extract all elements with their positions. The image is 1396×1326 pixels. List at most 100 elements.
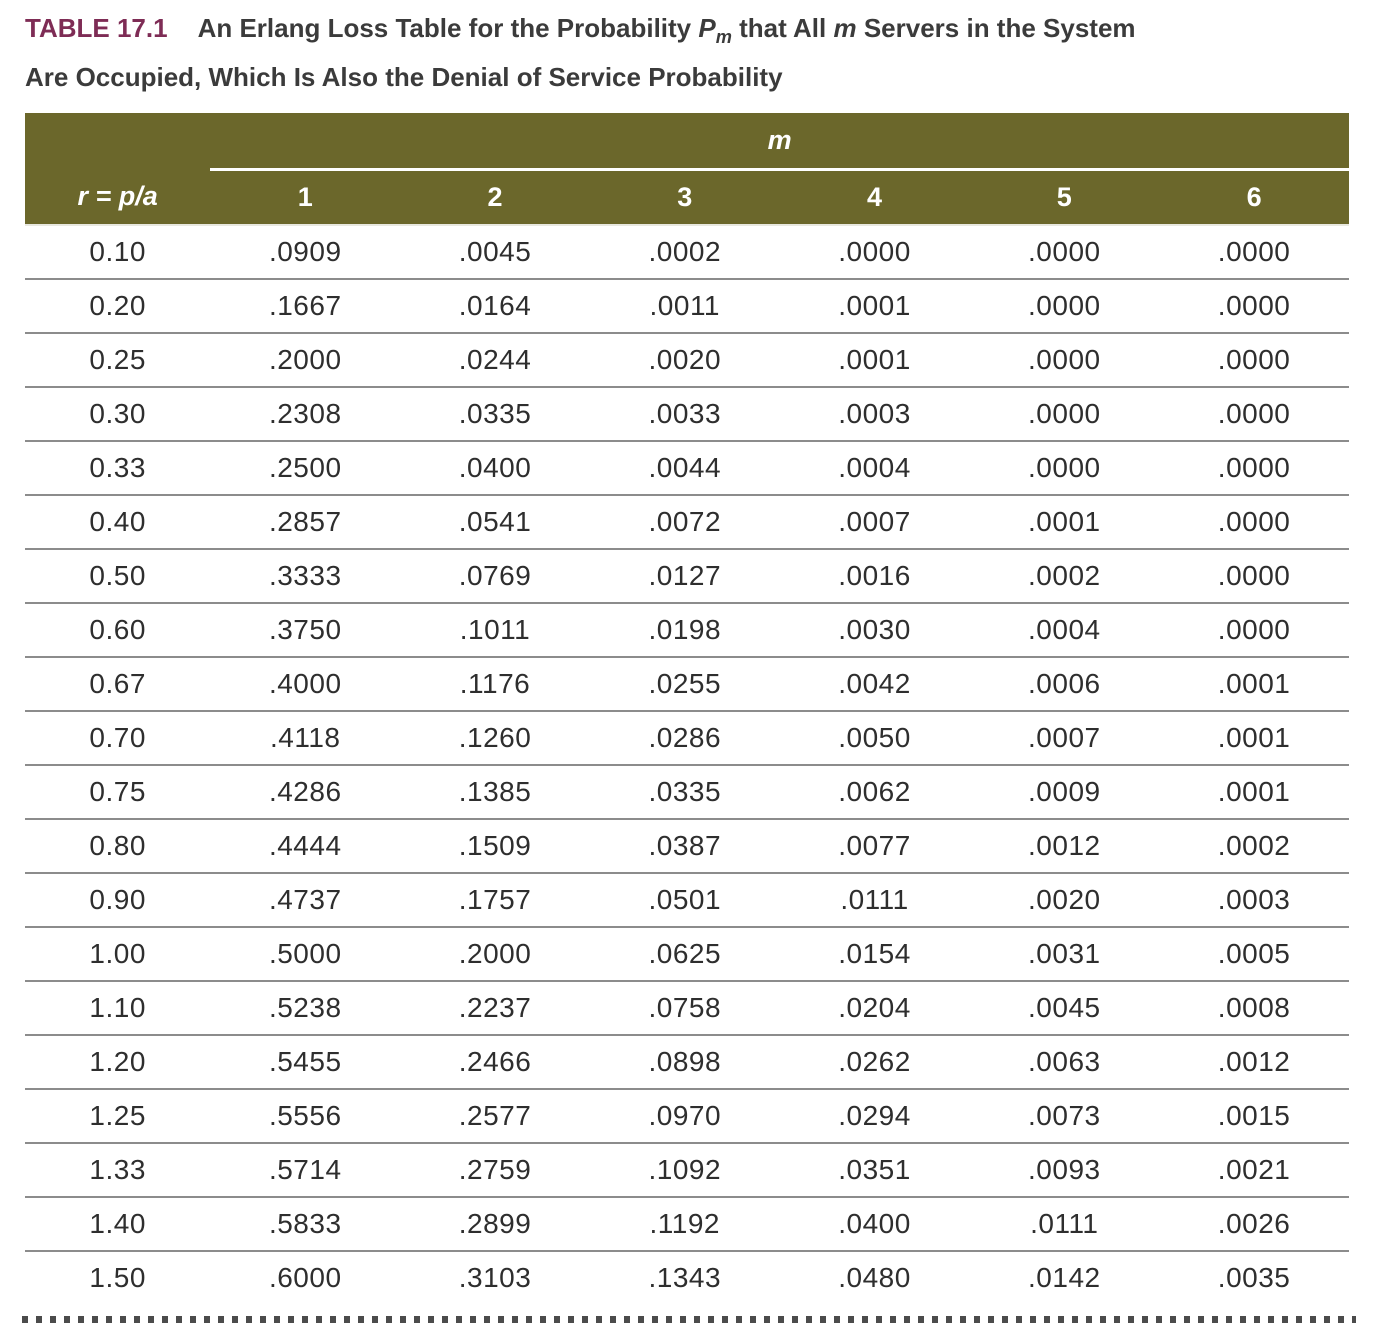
table-row: 0.60.3750.1011.0198.0030.0004.0000 [25,603,1349,659]
probability-cell: .0909 [210,225,401,281]
probability-cell: .0009 [969,765,1160,821]
p-symbol: P [698,13,716,43]
table-row: 0.33.2500.0400.0044.0004.0000.0000 [25,441,1349,497]
probability-cell: .0351 [779,1143,970,1199]
r-value: 0.90 [25,873,211,929]
probability-cell: .1343 [589,1251,780,1305]
probability-cell: .0127 [589,549,780,605]
table-row: 1.25.5556.2577.0970.0294.0073.0015 [25,1089,1349,1145]
table-row: 1.00.5000.2000.0625.0154.0031.0005 [25,927,1349,983]
probability-cell: .0758 [589,981,780,1037]
header-spacer-cell [25,113,211,170]
probability-cell: .0002 [1159,819,1349,875]
table-row: 0.50.3333.0769.0127.0016.0002.0000 [25,549,1349,605]
table-row: 1.10.5238.2237.0758.0204.0045.0008 [25,981,1349,1037]
probability-cell: .0063 [969,1035,1160,1091]
probability-cell: .0026 [1159,1197,1349,1253]
column-header-5: 5 [969,169,1160,227]
probability-cell: .0012 [1159,1035,1349,1091]
table-row: 1.50.6000.3103.1343.0480.0142.0035 [25,1251,1349,1305]
probability-cell: .0002 [589,225,780,281]
r-value: 0.25 [25,333,211,389]
row-header-label: r = p/a [25,169,211,227]
title-part1: An Erlang Loss Table for the Probability [197,13,699,43]
probability-cell: .2857 [210,495,401,551]
probability-cell: .0001 [1159,657,1349,713]
r-value: 0.67 [25,657,211,713]
probability-cell: .1757 [400,873,590,929]
probability-cell: .0625 [589,927,780,983]
probability-cell: .4444 [210,819,401,875]
r-value: 0.10 [25,225,211,281]
probability-cell: .3750 [210,603,401,659]
probability-cell: .0400 [400,441,590,497]
probability-cell: .0004 [779,441,970,497]
probability-cell: .0007 [969,711,1160,767]
probability-cell: .0042 [779,657,970,713]
table-continuation-dots [22,1316,1356,1324]
probability-cell: .0000 [1159,333,1349,389]
table-number-label: TABLE 17.1 [25,13,168,43]
probability-cell: .0011 [589,279,780,335]
probability-cell: .0255 [589,657,780,713]
table-row: 0.25.2000.0244.0020.0001.0000.0000 [25,333,1349,389]
column-header-1: 1 [210,169,401,227]
r-value: 1.20 [25,1035,211,1091]
probability-cell: .1192 [589,1197,780,1253]
m-italic: m [833,13,857,43]
probability-cell: .0016 [779,549,970,605]
probability-cell: .1176 [400,657,590,713]
probability-cell: .0400 [779,1197,970,1253]
probability-cell: .0294 [779,1089,970,1145]
probability-cell: .0000 [779,225,970,281]
probability-cell: .0033 [589,387,780,443]
r-value: 1.10 [25,981,211,1037]
probability-cell: .5556 [210,1089,401,1145]
r-value: 0.60 [25,603,211,659]
r-value: 1.40 [25,1197,211,1253]
probability-cell: .0012 [969,819,1160,875]
probability-cell: .0062 [779,765,970,821]
probability-cell: .0001 [779,333,970,389]
probability-cell: .0970 [589,1089,780,1145]
probability-cell: .0335 [400,387,590,443]
probability-cell: .1092 [589,1143,780,1199]
probability-cell: .0050 [779,711,970,767]
probability-cell: .0898 [589,1035,780,1091]
probability-cell: .5000 [210,927,401,983]
r-value: 1.50 [25,1251,211,1305]
probability-cell: .6000 [210,1251,401,1305]
probability-cell: .0001 [1159,765,1349,821]
probability-cell: .0000 [1159,549,1349,605]
table-row: 0.70.4118.1260.0286.0050.0007.0001 [25,711,1349,767]
r-value: 1.25 [25,1089,211,1145]
group-header-row: m [25,113,1349,172]
probability-cell: .0769 [400,549,590,605]
table-row: 1.40.5833.2899.1192.0400.0111.0026 [25,1197,1349,1253]
r-value: 0.50 [25,549,211,605]
r-value: 0.20 [25,279,211,335]
probability-cell: .0093 [969,1143,1160,1199]
probability-cell: .0000 [1159,279,1349,335]
probability-cell: .2899 [400,1197,590,1253]
probability-cell: .5714 [210,1143,401,1199]
probability-cell: .0001 [779,279,970,335]
probability-cell: .0030 [779,603,970,659]
probability-cell: .0164 [400,279,590,335]
probability-cell: .0004 [969,603,1160,659]
r-value: 0.40 [25,495,211,551]
probability-cell: .0005 [1159,927,1349,983]
r-value: 1.33 [25,1143,211,1199]
table-row: 0.30.2308.0335.0033.0003.0000.0000 [25,387,1349,443]
probability-cell: .0073 [969,1089,1160,1145]
probability-cell: .0006 [969,657,1160,713]
probability-cell: .0111 [779,873,970,929]
r-value: 0.75 [25,765,211,821]
probability-cell: .4286 [210,765,401,821]
probability-cell: .0008 [1159,981,1349,1037]
probability-cell: .0000 [969,225,1160,281]
probability-cell: .0000 [1159,495,1349,551]
probability-cell: .0000 [1159,225,1349,281]
column-header-2: 2 [400,169,590,227]
